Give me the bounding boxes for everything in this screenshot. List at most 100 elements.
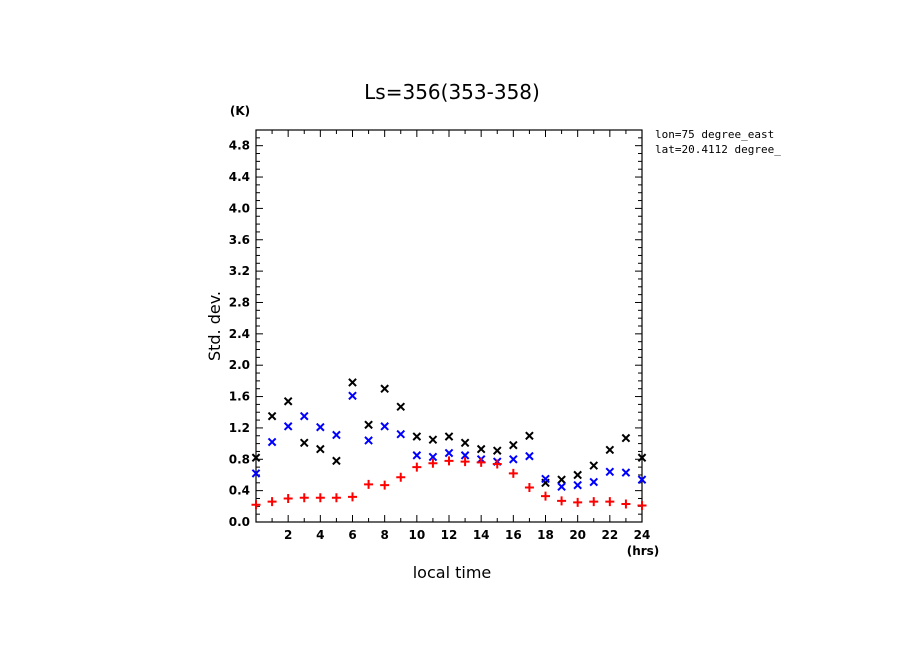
data-point xyxy=(283,396,293,406)
y-tick-label: 3.6 xyxy=(229,233,250,247)
data-point xyxy=(267,411,277,421)
data-point xyxy=(573,480,582,490)
annotation-lat: lat=20.4112 degree_ xyxy=(655,143,781,156)
data-point xyxy=(460,451,470,460)
data-point xyxy=(412,462,422,472)
y-tick-label: 0.4 xyxy=(229,484,250,498)
data-point xyxy=(348,378,357,387)
y-tick-label: 2.0 xyxy=(229,358,250,372)
data-point xyxy=(557,475,566,484)
annotation-lon: lon=75 degree_east xyxy=(655,128,774,141)
x-tick-label: 20 xyxy=(569,528,586,542)
x-tick-label: 4 xyxy=(316,528,324,542)
data-point xyxy=(508,468,518,478)
series-0 xyxy=(251,378,647,488)
series-2 xyxy=(251,456,647,511)
data-point xyxy=(332,430,341,440)
data-point xyxy=(348,492,357,502)
y-tick-label: 4.4 xyxy=(229,170,250,184)
data-point xyxy=(460,438,470,448)
x-tick-label: 24 xyxy=(634,528,651,542)
data-point xyxy=(476,457,486,467)
data-point xyxy=(573,497,583,507)
data-point xyxy=(380,480,390,490)
data-point xyxy=(331,493,341,503)
y-tick-label: 3.2 xyxy=(229,264,250,278)
data-point xyxy=(283,422,293,431)
data-point xyxy=(315,493,325,503)
data-point xyxy=(412,432,422,441)
data-point xyxy=(589,461,599,470)
data-point xyxy=(541,474,550,484)
data-point xyxy=(396,472,406,482)
x-tick-label: 16 xyxy=(505,528,522,542)
data-point xyxy=(380,384,389,394)
data-point xyxy=(605,467,615,477)
data-point xyxy=(589,497,599,507)
data-point xyxy=(605,497,615,507)
data-point xyxy=(316,422,325,432)
data-point xyxy=(396,429,406,439)
data-point xyxy=(251,453,261,463)
y-tick-label: 0.0 xyxy=(229,515,250,529)
x-tick-label: 6 xyxy=(348,528,356,542)
y-tick-label: 4.8 xyxy=(229,139,250,153)
data-point xyxy=(348,391,357,401)
x-tick-label: 18 xyxy=(537,528,554,542)
data-point xyxy=(621,433,631,443)
data-point xyxy=(251,500,261,510)
data-point xyxy=(605,445,615,455)
data-point xyxy=(637,453,647,463)
chart-title: Ls=356(353-358) xyxy=(364,80,540,104)
x-tick-label: 14 xyxy=(473,528,490,542)
data-point xyxy=(621,499,631,509)
data-point xyxy=(267,497,277,507)
data-point xyxy=(444,432,454,441)
x-tick-label: 2 xyxy=(284,528,292,542)
data-point xyxy=(460,457,470,467)
y-tick-label: 4.0 xyxy=(229,201,250,215)
data-point xyxy=(364,420,373,430)
data-point xyxy=(364,436,373,445)
y-tick-label: 2.4 xyxy=(229,327,250,341)
series-1 xyxy=(251,391,647,492)
data-point xyxy=(509,440,518,450)
x-axis-label: local time xyxy=(413,563,492,582)
data-point xyxy=(299,493,309,503)
data-point xyxy=(524,483,534,493)
data-point xyxy=(428,452,438,462)
data-point xyxy=(332,456,341,466)
data-point xyxy=(509,454,518,464)
data-point xyxy=(428,458,438,468)
data-point xyxy=(444,448,454,458)
x-tick-label: 8 xyxy=(380,528,388,542)
data-point xyxy=(492,459,502,469)
data-point xyxy=(541,491,550,501)
y-tick-label: 1.2 xyxy=(229,421,250,435)
data-point xyxy=(573,470,582,480)
data-point xyxy=(557,496,567,506)
y-tick-label: 2.8 xyxy=(229,295,250,309)
x-tick-label: 10 xyxy=(408,528,425,542)
y-tick-label: 1.6 xyxy=(229,390,250,404)
x-unit-label: (hrs) xyxy=(627,544,660,558)
x-tick-label: 22 xyxy=(601,528,618,542)
data-point xyxy=(637,501,647,511)
data-point xyxy=(316,444,325,454)
data-point xyxy=(476,444,486,454)
data-point xyxy=(364,479,374,489)
y-tick-label: 0.8 xyxy=(229,452,250,466)
data-point xyxy=(299,411,309,421)
x-tick-label: 12 xyxy=(441,528,458,542)
data-point xyxy=(492,446,502,455)
data-point xyxy=(267,437,277,447)
data-point xyxy=(412,451,422,460)
data-point xyxy=(251,469,261,478)
y-axis-label: Std. dev. xyxy=(205,291,224,361)
data-point xyxy=(396,402,406,412)
data-point xyxy=(299,438,309,448)
data-point xyxy=(525,451,534,461)
data-point xyxy=(283,493,293,503)
y-unit-label: (K) xyxy=(230,104,250,118)
